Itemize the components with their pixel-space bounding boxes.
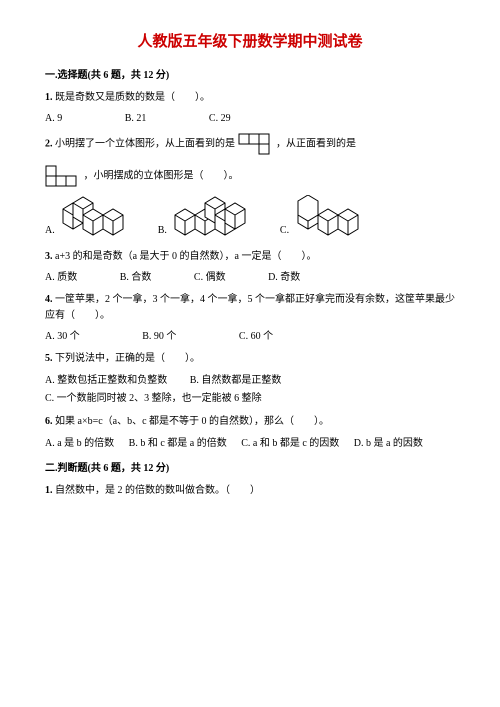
q3-options: A. 质数 B. 合数 C. 偶数 D. 奇数 bbox=[45, 270, 455, 286]
q2-opt-c-label: C. bbox=[280, 223, 289, 239]
question-1: 1. 既是奇数又是质数的数是（ ）。 bbox=[45, 90, 455, 106]
q2-mid: ，从正面看到的是 bbox=[276, 138, 356, 149]
q5-opt-a: A. 整数包括正整数和负整数 bbox=[45, 372, 167, 390]
q5-opt-b: B. 自然数都是正整数 bbox=[190, 372, 282, 390]
q2-number: 2. bbox=[45, 138, 53, 149]
q3-opt-d: D. 奇数 bbox=[268, 270, 300, 286]
cube-figure-a-icon bbox=[59, 195, 125, 239]
q6-opt-c: C. a 和 b 都是 c 的因数 bbox=[241, 435, 339, 453]
q2-opt-b: B. bbox=[158, 195, 248, 239]
q1-text: 既是奇数又是质数的数是（ ）。 bbox=[55, 92, 210, 103]
j1-text: 自然数中，是 2 的倍数的数叫做合数。（ ） bbox=[55, 485, 260, 496]
q6-opt-b: B. b 和 c 都是 a 的倍数 bbox=[129, 435, 227, 453]
q1-options: A. 9 B. 21 C. 29 bbox=[45, 111, 455, 127]
q2-opt-b-label: B. bbox=[158, 223, 167, 239]
q3-text: a+3 的和是奇数（a 是大于 0 的自然数），a 一定是（ ）。 bbox=[55, 251, 316, 262]
section-1-header: 一.选择题(共 6 题，共 12 分) bbox=[45, 68, 455, 84]
q6-number: 6. bbox=[45, 416, 53, 427]
q3-opt-a: A. 质数 bbox=[45, 270, 77, 286]
q3-opt-b: B. 合数 bbox=[120, 270, 152, 286]
q6-opt-a: A. a 是 b 的倍数 bbox=[45, 435, 114, 453]
question-5: 5. 下列说法中，正确的是（ ）。 bbox=[45, 351, 455, 367]
q2-top-view-icon bbox=[238, 133, 274, 155]
q4-opt-c: C. 60 个 bbox=[239, 329, 273, 345]
q5-opt-c: C. 一个数能同时被 2、3 整除，也一定能被 6 整除 bbox=[45, 390, 262, 408]
q4-text: 一筐苹果，2 个一拿，3 个一拿，4 个一拿，5 个一拿都正好拿完而没有余数，这… bbox=[45, 294, 455, 321]
q6-options: A. a 是 b 的倍数 B. b 和 c 都是 a 的倍数 C. a 和 b … bbox=[45, 435, 455, 453]
judge-1: 1. 自然数中，是 2 的倍数的数叫做合数。（ ） bbox=[45, 483, 455, 499]
q2-suffix: ，小明摆成的立体图形是（ ）。 bbox=[84, 170, 239, 181]
question-4: 4. 一筐苹果，2 个一拿，3 个一拿，4 个一拿，5 个一拿都正好拿完而没有余… bbox=[45, 292, 455, 324]
q1-number: 1. bbox=[45, 92, 53, 103]
q6-opt-d: D. b 是 a 的因数 bbox=[354, 435, 423, 453]
q2-opt-c: C. bbox=[280, 195, 360, 239]
q2-opt-a-label: A. bbox=[45, 223, 55, 239]
page: 人教版五年级下册数学期中测试卷 一.选择题(共 6 题，共 12 分) 1. 既… bbox=[0, 0, 500, 524]
q2-options-row: A. B. bbox=[45, 195, 455, 239]
q1-opt-c: C. 29 bbox=[209, 111, 231, 127]
q5-text: 下列说法中，正确的是（ ）。 bbox=[55, 353, 200, 364]
q1-opt-b: B. 21 bbox=[125, 111, 147, 127]
page-title: 人教版五年级下册数学期中测试卷 bbox=[45, 30, 455, 54]
q4-options: A. 30 个 B. 90 个 C. 60 个 bbox=[45, 329, 455, 345]
question-2-cont: ，小明摆成的立体图形是（ ）。 bbox=[45, 165, 455, 187]
q2-opt-a: A. bbox=[45, 195, 125, 239]
q6-text: 如果 a×b=c（a、b、c 都是不等于 0 的自然数），那么（ ）。 bbox=[55, 416, 329, 427]
cube-figure-c-icon bbox=[294, 195, 360, 239]
q5-number: 5. bbox=[45, 353, 53, 364]
q5-options: A. 整数包括正整数和负整数 B. 自然数都是正整数 C. 一个数能同时被 2、… bbox=[45, 372, 455, 408]
q3-opt-c: C. 偶数 bbox=[194, 270, 226, 286]
question-6: 6. 如果 a×b=c（a、b、c 都是不等于 0 的自然数），那么（ ）。 bbox=[45, 414, 455, 430]
section-2-header: 二.判断题(共 6 题，共 12 分) bbox=[45, 461, 455, 477]
question-3: 3. a+3 的和是奇数（a 是大于 0 的自然数），a 一定是（ ）。 bbox=[45, 249, 455, 265]
q4-number: 4. bbox=[45, 294, 53, 305]
q2-front-view-icon bbox=[45, 165, 81, 187]
q1-opt-a: A. 9 bbox=[45, 111, 62, 127]
q3-number: 3. bbox=[45, 251, 53, 262]
cube-figure-b-icon bbox=[171, 195, 247, 239]
j1-number: 1. bbox=[45, 485, 53, 496]
q2-prefix: 小明摆了一个立体图形，从上面看到的是 bbox=[55, 138, 235, 149]
q4-opt-b: B. 90 个 bbox=[142, 329, 176, 345]
question-2: 2. 小明摆了一个立体图形，从上面看到的是 ，从正面看到的是 bbox=[45, 133, 455, 155]
q4-opt-a: A. 30 个 bbox=[45, 329, 80, 345]
